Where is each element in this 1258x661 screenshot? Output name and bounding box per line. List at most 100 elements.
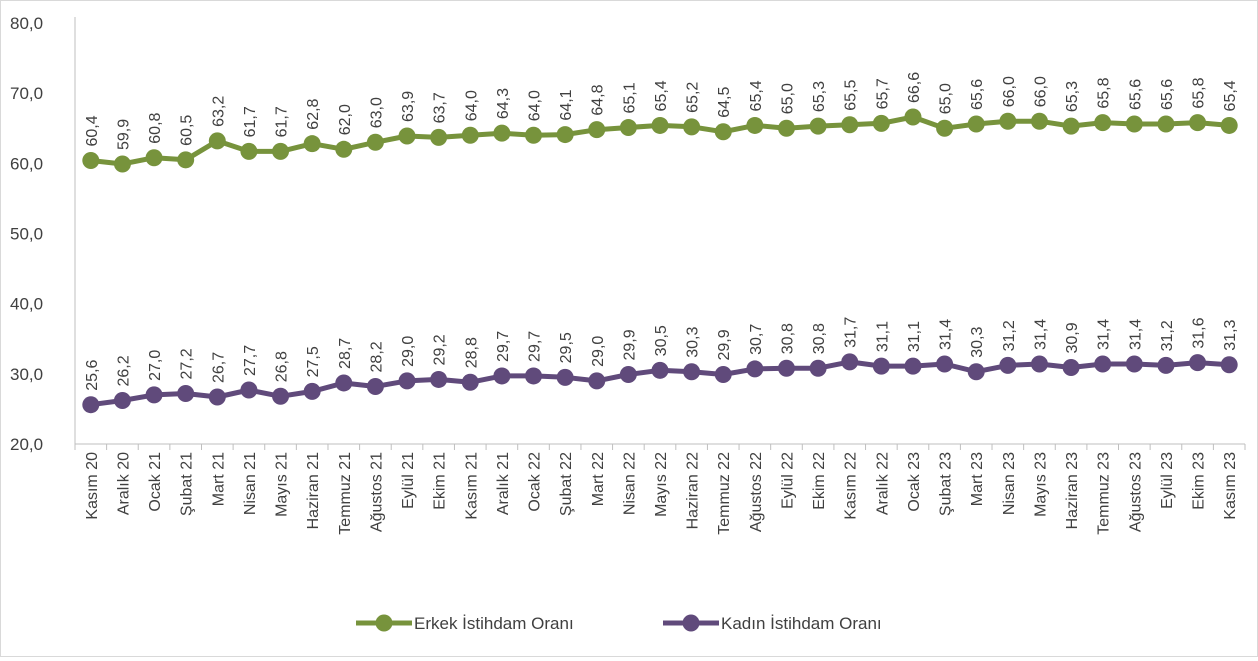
x-tick-label: Ağustos 23	[1127, 452, 1144, 532]
data-label: 31,4	[938, 319, 955, 350]
x-tick-label: Nisan 22	[621, 452, 638, 515]
data-point	[999, 356, 1017, 374]
data-point	[619, 119, 637, 137]
x-tick-label: Ekim 23	[1191, 452, 1208, 510]
data-point	[525, 367, 543, 385]
data-point	[493, 124, 511, 142]
data-label: 65,8	[1096, 77, 1113, 108]
data-label: 30,3	[969, 326, 986, 357]
data-point	[999, 112, 1017, 130]
x-tick-label: Ocak 23	[906, 452, 923, 512]
data-label: 27,7	[242, 345, 259, 376]
data-point	[208, 388, 226, 406]
x-tick-label: Mart 21	[210, 452, 227, 506]
data-point	[366, 377, 384, 395]
data-labels: 60,4 59,9 60,8 60,5 63,2 61,7 61,7 62,8 62,0 63,0…	[84, 72, 1239, 391]
legend-marker-2	[682, 614, 700, 632]
data-point	[588, 372, 606, 390]
data-point	[461, 126, 479, 144]
data-label: 62,8	[305, 98, 322, 129]
data-point	[777, 119, 795, 137]
x-tick-label: Kasım 22	[843, 452, 860, 520]
data-point	[556, 126, 574, 144]
data-point	[1094, 355, 1112, 373]
data-label: 25,6	[84, 359, 101, 390]
data-label: 65,5	[843, 79, 860, 110]
x-tick-label: Aralık 20	[115, 452, 132, 515]
x-tick-label: Aralık 21	[495, 452, 512, 515]
data-point	[651, 116, 669, 134]
data-label: 30,3	[685, 326, 702, 357]
axes: 20,0 30,0 40,0 50,0 60,0 70,0 80,0 Kasım 20 Aral…	[10, 14, 1246, 535]
data-label: 31,4	[1096, 319, 1113, 350]
data-label: 29,0	[590, 336, 607, 367]
data-label: 31,3	[1222, 319, 1239, 350]
data-label: 65,6	[1159, 79, 1176, 110]
data-point	[113, 391, 131, 409]
data-label: 60,8	[147, 112, 164, 143]
data-point	[398, 127, 416, 145]
data-point	[1220, 356, 1238, 374]
data-point	[1125, 115, 1143, 133]
data-label: 65,4	[1222, 80, 1239, 111]
data-label: 59,9	[115, 119, 132, 150]
data-point	[967, 363, 985, 381]
data-point	[556, 368, 574, 386]
data-point	[651, 361, 669, 379]
data-label: 31,4	[1127, 319, 1144, 350]
x-tick-label: Haziran 21	[305, 452, 322, 529]
series-points	[82, 108, 1238, 414]
legend-label-1: Erkek İstihdam Oranı	[414, 614, 574, 633]
x-tick-label: Ağustos 22	[748, 452, 765, 532]
x-tick-label: Eylül 23	[1159, 452, 1176, 509]
data-point	[936, 355, 954, 373]
data-point	[335, 374, 353, 392]
data-label: 64,8	[590, 84, 607, 115]
x-tick-label: Ağustos 21	[368, 452, 385, 532]
data-label: 28,7	[337, 338, 354, 369]
data-label: 64,1	[558, 89, 575, 120]
data-label: 29,7	[527, 331, 544, 362]
data-point	[1125, 355, 1143, 373]
y-tick-label: 50,0	[10, 225, 43, 244]
data-point	[335, 140, 353, 158]
data-point	[366, 133, 384, 151]
data-label: 28,8	[463, 337, 480, 368]
y-tick-label: 20,0	[10, 435, 43, 454]
data-point	[398, 372, 416, 390]
data-point	[525, 126, 543, 144]
data-point	[683, 363, 701, 381]
data-label: 27,2	[179, 348, 196, 379]
x-tick-label: Kasım 23	[1222, 452, 1239, 520]
data-point	[430, 128, 448, 146]
data-point	[904, 357, 922, 375]
data-point	[1157, 356, 1175, 374]
data-label: 29,9	[716, 329, 733, 360]
y-tick-label: 30,0	[10, 365, 43, 384]
data-label: 65,2	[685, 82, 702, 113]
data-label: 30,8	[779, 323, 796, 354]
data-point	[303, 135, 321, 153]
data-point	[588, 121, 606, 139]
data-label: 65,4	[653, 80, 670, 111]
data-label: 28,2	[368, 341, 385, 372]
x-tick-label: Kasım 20	[84, 452, 101, 520]
data-label: 65,6	[969, 79, 986, 110]
data-point	[872, 357, 890, 375]
x-tick-label: Temmuz 21	[337, 452, 354, 535]
data-point	[303, 382, 321, 400]
x-tick-label: Mayıs 23	[1032, 452, 1049, 517]
data-label: 62,0	[337, 104, 354, 135]
x-tick-label: Mayıs 22	[653, 452, 670, 517]
data-point	[967, 115, 985, 133]
data-point	[683, 118, 701, 136]
y-tick-label: 60,0	[10, 154, 43, 173]
data-point	[145, 386, 163, 404]
data-label: 26,7	[210, 352, 227, 383]
x-tick-label: Eylül 21	[400, 452, 417, 509]
data-label: 27,5	[305, 346, 322, 377]
x-tick-label: Nisan 23	[1001, 452, 1018, 515]
data-label: 29,7	[495, 331, 512, 362]
data-label: 65,0	[938, 83, 955, 114]
legend: Erkek İstihdam Oranı Kadın İstihdam Oranı	[356, 614, 882, 633]
